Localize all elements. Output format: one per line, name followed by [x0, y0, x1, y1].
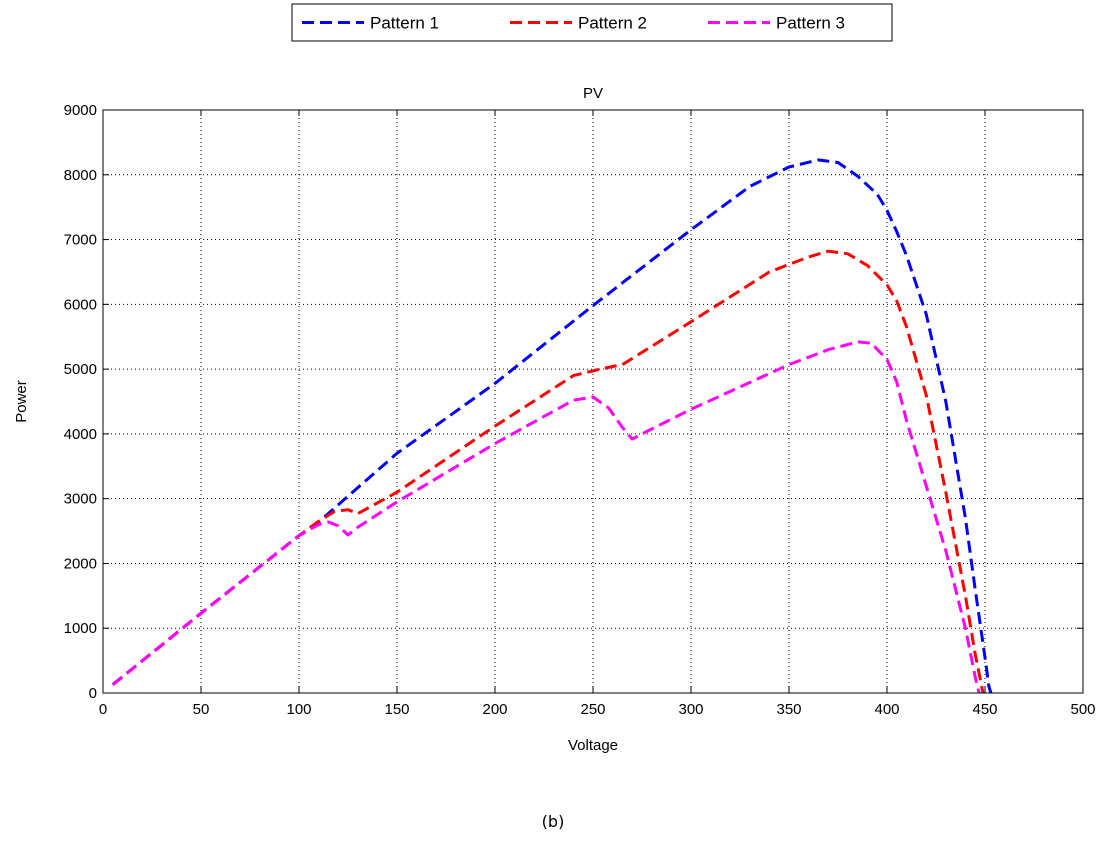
x-tick-label: 0 [99, 701, 107, 718]
axes [102, 109, 1084, 694]
x-axis-label: Voltage [568, 737, 618, 754]
figure-caption: (b) [541, 812, 565, 831]
y-tick-label: 0 [89, 685, 97, 702]
x-tick-label: 400 [874, 701, 899, 718]
y-tick-label: 6000 [64, 296, 97, 313]
x-tick-label: 250 [580, 701, 605, 718]
x-tick-label: 50 [193, 701, 210, 718]
tick-labels: 0 50 100 150 200 250 300 350 400 450 5000100020003… [64, 102, 1096, 718]
y-tick-label: 8000 [64, 167, 97, 184]
x-tick-label: 300 [678, 701, 703, 718]
series-line-pattern-3 [111, 340, 981, 694]
plot-background [103, 110, 1083, 693]
legend-label-pattern-2: Pattern 2 [578, 14, 647, 33]
legend-label-pattern-1: Pattern 1 [370, 14, 439, 33]
y-axis-label: Power [13, 380, 30, 423]
x-tick-label: 200 [482, 701, 507, 718]
x-tick-label: 350 [776, 701, 801, 718]
y-tick-label: 1000 [64, 620, 97, 637]
series-lines [111, 158, 993, 694]
x-tick-label: 100 [286, 701, 311, 718]
y-tick-label: 5000 [64, 361, 97, 378]
chart-title: PV [583, 85, 603, 102]
x-tick-label: 150 [384, 701, 409, 718]
series-line-pattern-2 [111, 249, 985, 694]
legend-box [291, 3, 893, 42]
legend-label-pattern-3: Pattern 3 [776, 14, 845, 33]
x-tick-label: 500 [1070, 701, 1095, 718]
y-tick-label: 4000 [64, 426, 97, 443]
plot-area [103, 110, 1083, 693]
y-tick-label: 2000 [64, 555, 97, 572]
y-tick-label: 3000 [64, 491, 97, 508]
y-tick-label: 7000 [64, 232, 97, 249]
y-tick-label: 9000 [64, 102, 97, 119]
legend: Pattern 1 Pattern 2 Pattern 3 [291, 3, 893, 42]
series-line-pattern-1 [111, 158, 993, 694]
x-tick-label: 450 [972, 701, 997, 718]
